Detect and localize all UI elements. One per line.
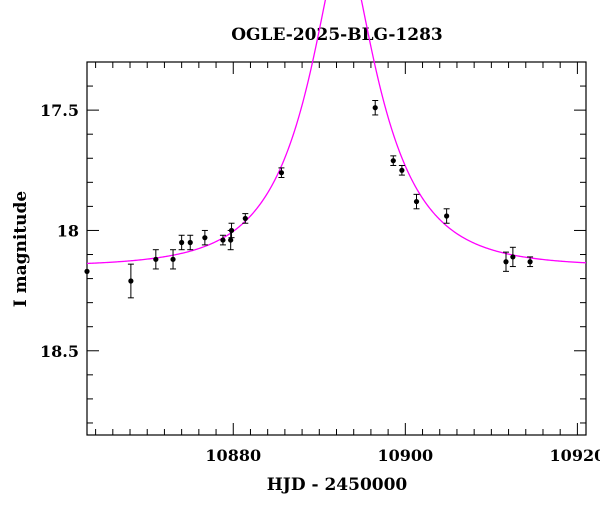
point-marker	[228, 227, 235, 234]
chart-title: OGLE-2025-BLG-1283	[231, 25, 443, 45]
data-point	[413, 193, 420, 210]
point-marker	[153, 256, 159, 262]
point-marker	[372, 105, 378, 111]
data-point	[227, 229, 234, 251]
data-point	[390, 155, 397, 166]
data-point	[219, 234, 226, 246]
point-marker	[187, 239, 193, 246]
x-tick-label: 10920	[550, 446, 600, 465]
axis-ticks	[87, 61, 586, 435]
data-point	[527, 256, 534, 268]
point-marker	[170, 256, 176, 262]
point-marker	[399, 167, 405, 173]
point-marker	[242, 215, 248, 222]
data-point	[509, 246, 516, 268]
point-marker	[128, 278, 134, 284]
x-axis-label: HJD - 2450000	[267, 475, 408, 495]
point-marker	[220, 237, 226, 243]
point-marker	[202, 235, 208, 241]
data-point	[398, 164, 405, 176]
point-marker	[390, 158, 396, 164]
data-point	[372, 100, 379, 116]
plot-frame	[86, 61, 587, 436]
data-point	[278, 167, 285, 179]
data-point	[502, 251, 509, 272]
y-axis-label: I magnitude	[11, 191, 31, 308]
point-marker	[444, 213, 450, 219]
model-curve	[86, 0, 587, 265]
y-tick-label: 18	[57, 221, 79, 240]
data-point	[84, 268, 90, 274]
point-marker	[510, 254, 516, 260]
data-point	[170, 249, 177, 270]
data-point	[127, 263, 134, 299]
data-point	[201, 229, 208, 246]
data-point	[178, 234, 185, 251]
data-point	[242, 213, 249, 224]
data-point	[152, 249, 159, 270]
y-tick-label: 17.5	[40, 101, 79, 120]
data-points	[84, 100, 534, 299]
point-marker	[503, 259, 509, 265]
point-marker	[228, 237, 234, 243]
axis-tick-labels: 10880 10900 10920 17.5 18 18.5	[40, 101, 600, 465]
point-marker	[527, 259, 533, 265]
x-tick-label: 10900	[377, 446, 433, 465]
data-point	[187, 234, 194, 251]
data-point	[228, 222, 235, 239]
point-marker	[413, 198, 420, 205]
x-tick-label: 10880	[205, 446, 261, 465]
point-marker	[84, 268, 90, 274]
point-marker	[179, 239, 185, 246]
data-point	[443, 208, 450, 224]
point-marker	[278, 170, 285, 176]
y-tick-label: 18.5	[40, 342, 79, 361]
